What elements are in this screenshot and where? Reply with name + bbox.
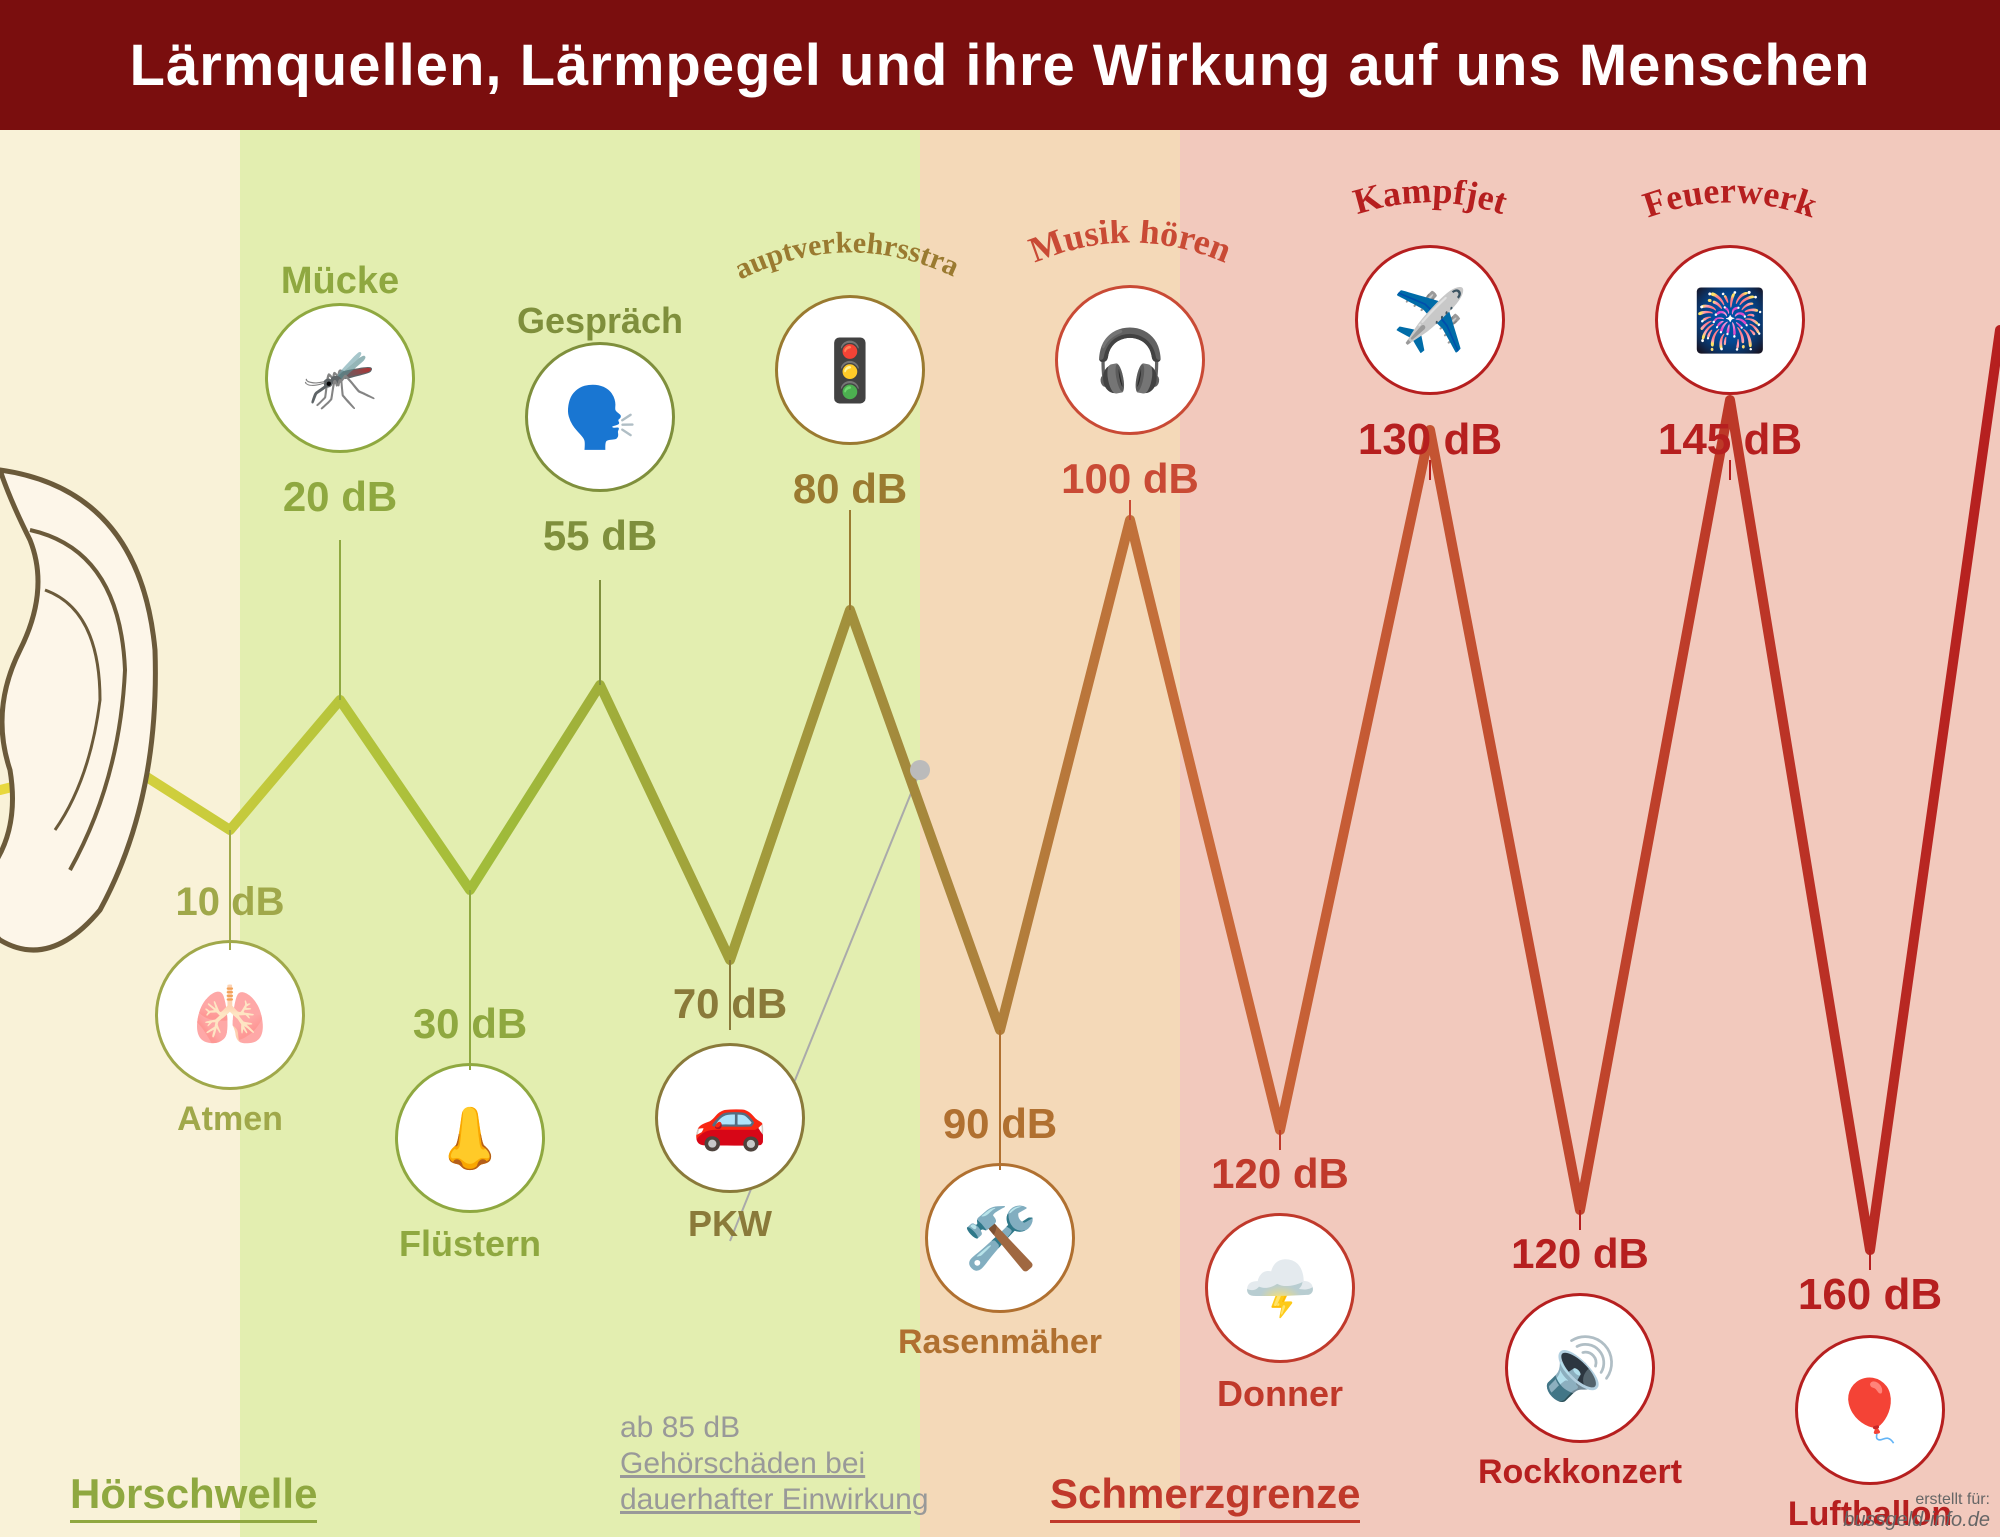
- noise-item-rasenmäher: 90 dB🛠️Rasenmäher: [890, 1030, 1110, 1362]
- item-db: 120 dB: [1470, 1230, 1690, 1278]
- feuerwerk-icon: 🎆: [1655, 245, 1805, 395]
- connector-line: [1429, 460, 1431, 480]
- curved-label: Musik hören: [1000, 220, 1260, 280]
- hauptverkehrsstraße-icon: 🚦: [775, 295, 925, 445]
- item-label: Rasenmäher: [890, 1323, 1110, 1362]
- curved-label: Hauptverkehrsstraße: [720, 230, 980, 290]
- warning-line1: ab 85 dB: [620, 1410, 929, 1446]
- connector-line: [599, 580, 601, 685]
- connector-line: [999, 1030, 1001, 1170]
- warning-line2: Gehörschäden bei: [620, 1446, 929, 1482]
- item-db: 120 dB: [1170, 1150, 1390, 1198]
- item-label: Atmen: [120, 1100, 340, 1139]
- item-label: Flüstern: [360, 1223, 580, 1265]
- header: Lärmquellen, Lärmpegel und ihre Wirkung …: [0, 0, 2000, 130]
- item-db: 20 dB: [230, 473, 450, 521]
- connector-line: [469, 890, 471, 1070]
- rasenmäher-icon: 🛠️: [925, 1163, 1075, 1313]
- svg-text:Feuerwerk: Feuerwerk: [1638, 180, 1822, 225]
- warning-line3: dauerhafter Einwirkung: [620, 1482, 929, 1518]
- connector-line: [729, 960, 731, 1030]
- page-title: Lärmquellen, Lärmpegel und ihre Wirkung …: [130, 32, 1871, 99]
- noise-item-pkw: 70 dB🚗PKW: [620, 960, 840, 1245]
- zone-label-1: Schmerzgrenze: [1050, 1470, 1360, 1523]
- warning-text: ab 85 dB Gehörschäden bei dauerhafter Ei…: [620, 1410, 929, 1518]
- noise-item-atmen: 10 dB🫁Atmen: [120, 830, 340, 1139]
- svg-text:Kampfjet: Kampfjet: [1349, 180, 1512, 222]
- item-label: Rockkonzert: [1470, 1453, 1690, 1492]
- connector-line: [1869, 1250, 1871, 1270]
- connector-line: [229, 830, 231, 950]
- gespräch-icon: 🗣️: [525, 342, 675, 492]
- curved-label: Feuerwerk: [1600, 180, 1860, 240]
- credit-line2: bussgeld-info.de: [1843, 1509, 1990, 1532]
- item-db: 100 dB: [1020, 455, 1240, 503]
- noise-item-rockkonzert: 120 dB 🔊 Rockkonzert: [1470, 1210, 1690, 1492]
- noise-item-feuerwerk: Feuerwerk 🎆 145 dB: [1620, 180, 1840, 465]
- noise-item-flüstern: 30 dB👃Flüstern: [360, 890, 580, 1265]
- svg-text:Hauptverkehrsstraße: Hauptverkehrsstraße: [720, 230, 964, 286]
- item-label: Gespräch: [490, 300, 710, 342]
- zone-label-0: Hörschwelle: [70, 1470, 317, 1523]
- curved-label: Kampfjet: [1300, 180, 1560, 240]
- credit: erstellt für: bussgeld-info.de: [1843, 1491, 1990, 1532]
- noise-item-hauptverkehrsstraße: Hauptverkehrsstraße🚦80 dB: [740, 230, 960, 513]
- luftballon-icon: 🎈: [1795, 1335, 1945, 1485]
- noise-item-musik-hören: Musik hören 🎧 100 dB: [1020, 220, 1240, 503]
- item-db: 55 dB: [490, 512, 710, 560]
- item-db: 145 dB: [1620, 415, 1840, 465]
- connector-line: [1579, 1210, 1581, 1230]
- donner-icon: 🌩️: [1205, 1213, 1355, 1363]
- svg-text:Musik hören: Musik hören: [1024, 220, 1237, 270]
- item-db: 160 dB: [1760, 1270, 1980, 1320]
- item-label: PKW: [620, 1203, 840, 1245]
- flüstern-icon: 👃: [395, 1063, 545, 1213]
- chart-area: 1 dB 10 dB🫁AtmenMücke🦟20 dB30 dB👃Flüster…: [0, 130, 2000, 1537]
- kampfjet-icon: ✈️: [1355, 245, 1505, 395]
- item-db: 80 dB: [740, 465, 960, 513]
- mücke-icon: 🦟: [265, 303, 415, 453]
- pkw-icon: 🚗: [655, 1043, 805, 1193]
- connector-line: [339, 540, 341, 700]
- connector-line: [849, 510, 851, 610]
- atmen-icon: 🫁: [155, 940, 305, 1090]
- rockkonzert-icon: 🔊: [1505, 1293, 1655, 1443]
- noise-item-kampfjet: Kampfjet ✈️ 130 dB: [1320, 180, 1540, 465]
- item-label: Mücke: [230, 260, 450, 303]
- noise-item-donner: 120 dB 🌩️ Donner: [1170, 1130, 1390, 1415]
- connector-line: [1279, 1130, 1281, 1150]
- connector-line: [1729, 460, 1731, 480]
- credit-line1: erstellt für:: [1843, 1491, 1990, 1509]
- musik-hören-icon: 🎧: [1055, 285, 1205, 435]
- noise-item-mücke: Mücke🦟 20 dB: [230, 260, 450, 521]
- noise-item-gespräch: Gespräch🗣️ 55 dB: [490, 300, 710, 560]
- item-db: 130 dB: [1320, 415, 1540, 465]
- connector-line: [1129, 500, 1131, 520]
- item-label: Donner: [1170, 1373, 1390, 1415]
